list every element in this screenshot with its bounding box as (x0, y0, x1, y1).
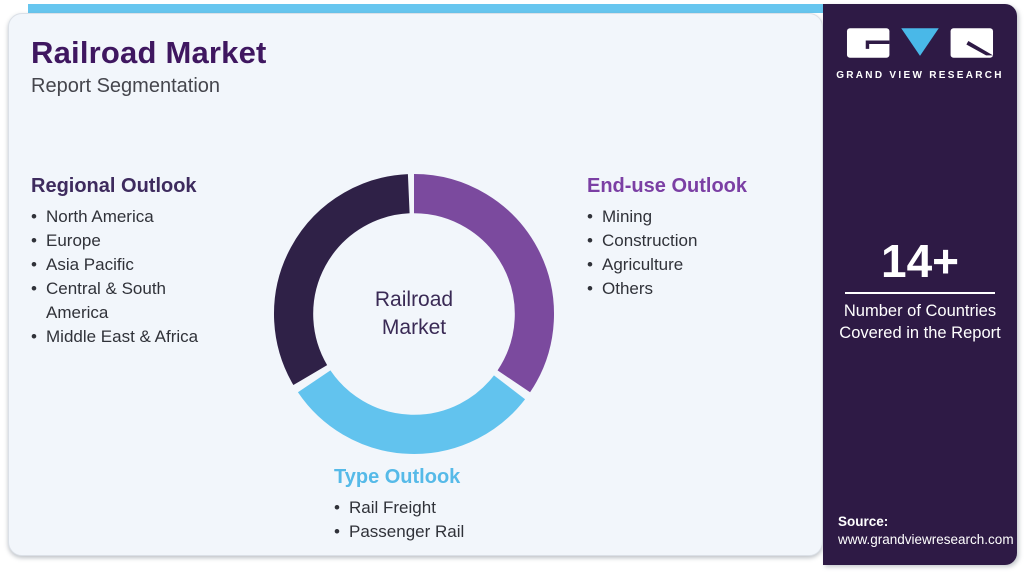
gvr-logo: GRAND VIEW RESEARCH (823, 26, 1017, 81)
list-item: Mining (587, 205, 787, 229)
list-item: Asia Pacific (31, 253, 227, 277)
logo-r-slash (966, 41, 994, 56)
countries-stat-value: 14+ (880, 235, 960, 287)
header: Railroad Market Report Segmentation (31, 36, 267, 99)
donut-center-label: Railroad Market (374, 288, 454, 339)
list-item: Europe (31, 229, 227, 253)
regional-outlook-heading: Regional Outlook (31, 175, 197, 197)
list-item: Middle East & Africa (31, 325, 227, 349)
type-outlook-section: Type Outlook Rail Freight Passenger Rail (334, 465, 554, 544)
list-item: Construction (587, 229, 787, 253)
brand-name: GRAND VIEW RESEARCH (836, 70, 1004, 81)
logo-g-notch (865, 40, 890, 49)
list-item: Agriculture (587, 253, 787, 277)
end-use-outlook-heading: End-use Outlook (587, 175, 747, 197)
end-use-outlook-list: Mining Construction Agriculture Others (587, 205, 787, 301)
page-subtitle: Report Segmentation (31, 75, 221, 97)
logo-v-triangle (901, 28, 939, 56)
source-label: Source: (838, 514, 889, 529)
stat-divider (845, 292, 995, 294)
end-use-outlook-section: End-use Outlook Mining Construction Agri… (587, 174, 787, 301)
list-item: North America (31, 205, 227, 229)
regional-outlook-list: North America Europe Asia Pacific Centra… (31, 205, 227, 349)
donut-segment-regional (274, 174, 411, 386)
list-item: Rail Freight (334, 496, 554, 520)
type-outlook-list: Rail Freight Passenger Rail (334, 496, 554, 544)
sidebar: GRAND VIEW RESEARCH 14+ Number of Countr… (823, 4, 1017, 565)
donut-chart-svg (274, 174, 554, 454)
countries-stat-label: Number of Countries Covered in the Repor… (839, 302, 1001, 342)
top-accent-bar (28, 4, 823, 13)
type-outlook-heading: Type Outlook (334, 466, 461, 488)
segmentation-donut-chart: Railroad Market (264, 164, 564, 464)
regional-outlook-section: Regional Outlook North America Europe As… (31, 174, 227, 349)
source-url: www.grandviewresearch.com (838, 532, 1014, 547)
source-block: Source: www.grandviewresearch.com (838, 513, 1014, 549)
gvr-logo-icon (846, 28, 994, 58)
list-item: Central & South America (31, 277, 227, 325)
list-item: Others (587, 277, 787, 301)
main-card: Railroad Market Report Segmentation Regi… (8, 13, 823, 556)
page-title: Railroad Market (31, 35, 267, 70)
donut-segment-type (297, 369, 526, 454)
donut-segment-end-use (413, 174, 554, 393)
list-item: Passenger Rail (334, 520, 554, 544)
